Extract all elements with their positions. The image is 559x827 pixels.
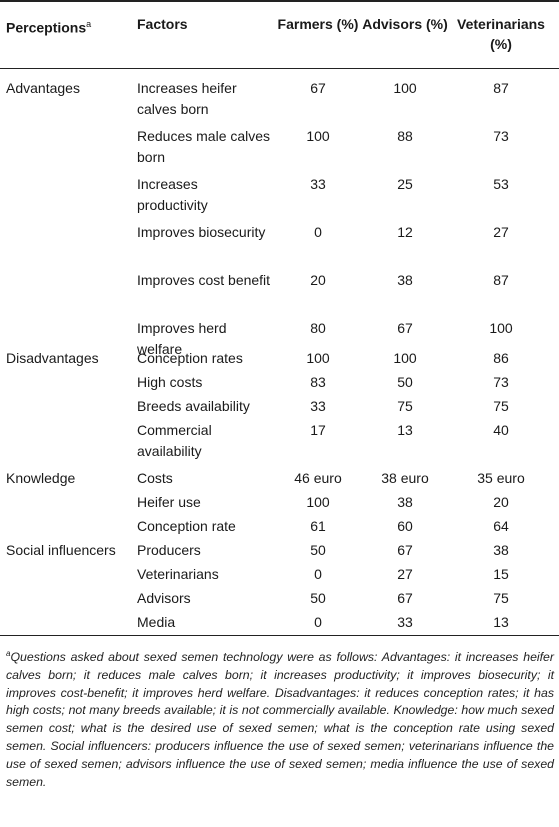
advisors-cell: 27 (397, 566, 413, 582)
advisors-cell: 25 (397, 176, 413, 192)
farmers-cell: 61 (310, 518, 326, 534)
veterinarians-cell: 15 (493, 566, 509, 582)
factor-cell: Conception rates (137, 350, 243, 366)
advisors-cell: 50 (397, 374, 413, 390)
header-factors: Factors (137, 16, 188, 32)
factor-cell: Increases productivity (137, 176, 208, 213)
veterinarians-cell: 35 euro (477, 470, 525, 486)
factor-cell: Producers (137, 542, 201, 558)
header-perceptions: Perceptionsa (6, 19, 92, 36)
veterinarians-cell: 38 (493, 542, 509, 558)
veterinarians-cell: 73 (493, 374, 509, 390)
farmers-cell: 100 (306, 128, 330, 144)
veterinarians-cell: 86 (493, 350, 509, 366)
footnote-marker: a (86, 19, 92, 29)
veterinarians-cell: 87 (493, 272, 509, 288)
advisors-cell: 12 (397, 224, 413, 240)
factor-cell: Conception rate (137, 518, 236, 534)
factor-cell: Increases heifer calves born (137, 80, 237, 117)
advisors-cell: 100 (393, 80, 417, 96)
header-farmers: Farmers (%) (277, 16, 359, 32)
advisors-cell: 33 (397, 614, 413, 630)
veterinarians-cell: 75 (493, 590, 509, 606)
advisors-cell: 100 (393, 350, 417, 366)
farmers-cell: 100 (306, 350, 330, 366)
farmers-cell: 33 (310, 398, 326, 414)
factor-cell: Heifer use (137, 494, 201, 510)
farmers-cell: 33 (310, 176, 326, 192)
advisors-cell: 38 euro (381, 470, 429, 486)
farmers-cell: 67 (310, 80, 326, 96)
factor-cell: Improves biosecurity (137, 224, 266, 240)
header-advisors: Advisors (%) (362, 16, 448, 32)
advisors-cell: 38 (397, 494, 413, 510)
factor-cell: Media (137, 614, 176, 630)
footnote-text: Questions asked about sexed semen techno… (6, 650, 554, 789)
farmers-cell: 0 (314, 614, 322, 630)
advisors-cell: 67 (397, 590, 413, 606)
factor-cell: Improves cost benefit (137, 272, 271, 288)
table-footnote: aQuestions asked about sexed semen techn… (6, 645, 554, 791)
farmers-cell: 46 euro (294, 470, 342, 486)
factor-cell: Breeds availability (137, 398, 250, 414)
advisors-cell: 75 (397, 398, 413, 414)
veterinarians-cell: 73 (493, 128, 509, 144)
factor-cell: High costs (137, 374, 203, 390)
bottom-rule (0, 635, 559, 636)
veterinarians-cell: 20 (493, 494, 509, 510)
advisors-cell: 38 (397, 272, 413, 288)
veterinarians-cell: 75 (493, 398, 509, 414)
footnote-marker: a (6, 649, 11, 658)
top-rule (0, 0, 559, 2)
farmers-cell: 83 (310, 374, 326, 390)
farmers-cell: 50 (310, 590, 326, 606)
farmers-cell: 17 (310, 422, 326, 438)
farmers-cell: 100 (306, 494, 330, 510)
factor-cell: Costs (137, 470, 173, 486)
factor-cell: Veterinarians (137, 566, 219, 582)
perception-cell: Advantages (6, 80, 80, 96)
factor-cell: Reduces male calves born (137, 128, 271, 165)
veterinarians-cell: 100 (489, 320, 513, 336)
advisors-cell: 13 (397, 422, 413, 438)
perception-cell: Social influencers (6, 542, 116, 558)
veterinarians-cell: 13 (493, 614, 509, 630)
perception-cell: Disadvantages (6, 350, 99, 366)
veterinarians-cell: 87 (493, 80, 509, 96)
veterinarians-cell: 64 (493, 518, 509, 534)
veterinarians-cell: 27 (493, 224, 509, 240)
header-rule (0, 68, 559, 69)
veterinarians-cell: 53 (493, 176, 509, 192)
advisors-cell: 67 (397, 320, 413, 336)
veterinarians-cell: 40 (493, 422, 509, 438)
farmers-cell: 20 (310, 272, 326, 288)
farmers-cell: 0 (314, 224, 322, 240)
farmers-cell: 50 (310, 542, 326, 558)
advisors-cell: 88 (397, 128, 413, 144)
advisors-cell: 67 (397, 542, 413, 558)
farmers-cell: 0 (314, 566, 322, 582)
perception-cell: Knowledge (6, 470, 76, 486)
factor-cell: Improves herd welfare (137, 320, 227, 357)
advisors-cell: 60 (397, 518, 413, 534)
factor-cell: Commercial availability (137, 422, 212, 459)
header-veterinarians: Veterinarians (%) (457, 16, 545, 52)
farmers-cell: 80 (310, 320, 326, 336)
factor-cell: Advisors (137, 590, 191, 606)
